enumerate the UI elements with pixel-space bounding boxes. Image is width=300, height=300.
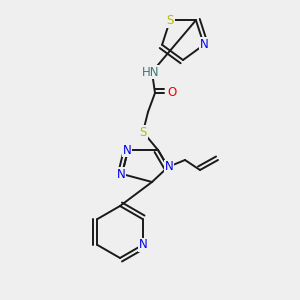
Text: N: N xyxy=(200,38,208,51)
Text: S: S xyxy=(167,14,174,27)
Text: O: O xyxy=(167,86,177,100)
Text: S: S xyxy=(139,125,147,139)
Text: N: N xyxy=(165,160,173,173)
Text: N: N xyxy=(139,238,148,251)
Text: HN: HN xyxy=(142,65,160,79)
Text: N: N xyxy=(117,167,125,181)
Text: N: N xyxy=(123,143,131,157)
